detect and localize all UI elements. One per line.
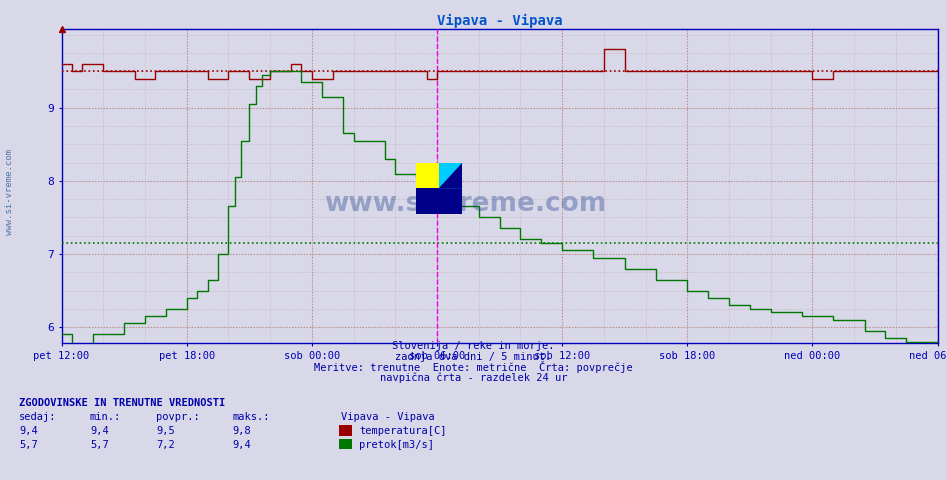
- Polygon shape: [439, 163, 462, 188]
- Text: maks.:: maks.:: [232, 412, 270, 422]
- Text: 7,2: 7,2: [156, 440, 175, 450]
- Text: Meritve: trenutne  Enote: metrične  Črta: povprečje: Meritve: trenutne Enote: metrične Črta: …: [314, 360, 633, 372]
- Text: 5,7: 5,7: [19, 440, 38, 450]
- FancyBboxPatch shape: [416, 188, 462, 214]
- Text: Slovenija / reke in morje.: Slovenija / reke in morje.: [392, 341, 555, 351]
- FancyBboxPatch shape: [416, 163, 439, 188]
- Text: 9,4: 9,4: [19, 426, 38, 436]
- Text: Vipava - Vipava: Vipava - Vipava: [341, 412, 435, 422]
- Text: 9,8: 9,8: [232, 426, 251, 436]
- Text: ZGODOVINSKE IN TRENUTNE VREDNOSTI: ZGODOVINSKE IN TRENUTNE VREDNOSTI: [19, 397, 225, 408]
- FancyBboxPatch shape: [439, 163, 462, 188]
- Text: pretok[m3/s]: pretok[m3/s]: [359, 440, 434, 450]
- Text: povpr.:: povpr.:: [156, 412, 200, 422]
- Polygon shape: [439, 163, 462, 188]
- Text: zadnja dva dni / 5 minut.: zadnja dva dni / 5 minut.: [396, 352, 551, 362]
- Text: min.:: min.:: [90, 412, 121, 422]
- Text: www.si-vreme.com: www.si-vreme.com: [5, 149, 14, 235]
- Text: 5,7: 5,7: [90, 440, 109, 450]
- Title: Vipava - Vipava: Vipava - Vipava: [437, 13, 563, 28]
- Text: temperatura[C]: temperatura[C]: [359, 426, 446, 436]
- Text: www.si-vreme.com: www.si-vreme.com: [324, 191, 607, 217]
- Text: 9,4: 9,4: [232, 440, 251, 450]
- Text: 9,5: 9,5: [156, 426, 175, 436]
- Text: 9,4: 9,4: [90, 426, 109, 436]
- Text: navpična črta - razdelek 24 ur: navpična črta - razdelek 24 ur: [380, 372, 567, 383]
- Text: sedaj:: sedaj:: [19, 412, 57, 422]
